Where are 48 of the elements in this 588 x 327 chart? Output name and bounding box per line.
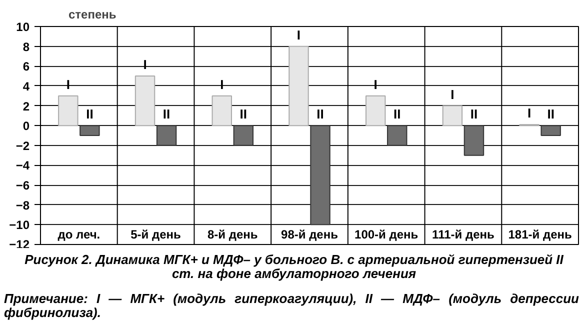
x-tick-label: 98-й день [281,228,338,242]
text: Рисунок 2. Динамика МГК+ и МДФ– у больного В. с артериальной гипертензией II ст. на фоне амбулаторного лечения [24,252,564,282]
text: I [450,86,454,102]
bar [540,125,561,136]
bar [464,125,484,156]
text: II [547,106,554,122]
bar [233,125,254,146]
bar [365,95,386,126]
bar [212,95,232,126]
y-tick-label: 8 [22,40,30,54]
y-tick-label: 4 [22,79,30,94]
x-tick-label: 8-й день [207,228,258,242]
y-axis-title: степень [68,8,116,22]
bar [310,125,330,226]
y-tick-label: 0 [22,119,30,134]
text: II [394,106,401,122]
x-tick-label: 181-й день [508,228,572,242]
y-tick-label: −2 [16,138,30,153]
y-tick-label: 6 [22,60,30,74]
bar [58,95,78,126]
y-tick-label: 2 [22,99,30,114]
text: I [220,76,224,92]
text: II [240,106,248,122]
text: I [143,57,147,72]
bar [134,76,156,126]
y-tick-label: −10 [9,218,30,232]
text: I [374,76,378,92]
series-label: II [86,106,94,122]
bar [156,125,177,146]
bar [442,105,463,126]
x-tick-label: 5-й день [130,228,181,242]
text: II [162,106,170,122]
y-tick-label: 10 [16,20,30,34]
text: II [316,106,324,122]
x-tick-label: до леч. [58,228,100,242]
x-tick-label: 100-й день [354,228,418,242]
bar [288,46,309,126]
text: Примечание: I — МГК+ (модуль гиперкоагуляции), II — МДФ– (модуль депрессии фибринолиза). [4,290,579,320]
text: I [528,106,532,121]
x-tick-label: 111-й день [432,228,494,242]
text: I [296,27,301,42]
y-tick-label: −4 [16,158,30,173]
text: II [470,106,478,122]
y-tick-label: −6 [16,178,30,193]
bar [80,125,100,136]
y-tick-label: −8 [16,198,30,212]
bar [387,125,408,146]
series-label: I [66,76,70,92]
